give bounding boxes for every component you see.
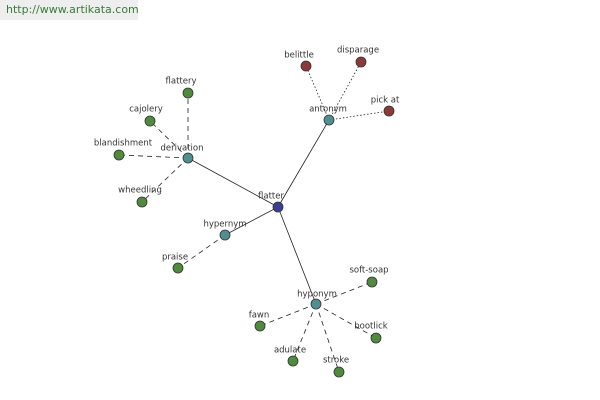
edge xyxy=(187,157,279,208)
node-label: adulate xyxy=(274,346,306,356)
node xyxy=(300,60,312,72)
node xyxy=(355,56,367,68)
node-label: flatter xyxy=(258,192,284,202)
node-label: praise xyxy=(162,253,188,263)
node-label: antonym xyxy=(309,105,347,115)
node xyxy=(219,229,231,241)
node xyxy=(272,201,284,213)
node xyxy=(310,298,322,310)
edge xyxy=(315,281,373,305)
node xyxy=(113,149,125,161)
node-label: wheedling xyxy=(118,186,162,196)
site-url[interactable]: http://www.artikata.com xyxy=(0,0,139,20)
node xyxy=(366,276,378,288)
edge xyxy=(277,119,330,208)
edge xyxy=(315,303,377,339)
node-label: disparage xyxy=(337,46,379,56)
node xyxy=(333,366,345,378)
edge xyxy=(292,303,317,362)
edge xyxy=(141,157,189,203)
node-label: blandishment xyxy=(94,139,153,149)
edge xyxy=(118,154,189,159)
node-label: belittle xyxy=(284,51,314,61)
node-label: hyponym xyxy=(297,290,337,300)
edge xyxy=(224,206,279,236)
edge xyxy=(328,61,362,121)
node-label: hypernym xyxy=(203,220,246,230)
node xyxy=(370,332,382,344)
edge xyxy=(305,65,330,121)
node xyxy=(323,114,335,126)
node xyxy=(182,152,194,164)
node xyxy=(172,262,184,274)
node-label: flattery xyxy=(166,77,197,87)
node-label: fawn xyxy=(249,311,270,321)
edge xyxy=(259,303,317,327)
edge xyxy=(315,303,340,373)
node-label: cajolery xyxy=(129,105,163,115)
node xyxy=(182,87,194,99)
node xyxy=(144,115,156,127)
node-label: stroke xyxy=(323,356,349,366)
node xyxy=(254,320,266,332)
node-label: soft-soap xyxy=(349,266,388,276)
node-label: pick at xyxy=(371,96,400,106)
node xyxy=(287,355,299,367)
node xyxy=(383,105,395,117)
edge xyxy=(177,234,226,269)
node-label: derivation xyxy=(160,144,203,154)
edge xyxy=(277,206,317,305)
node xyxy=(136,196,148,208)
node-label: bootlick xyxy=(354,322,388,332)
